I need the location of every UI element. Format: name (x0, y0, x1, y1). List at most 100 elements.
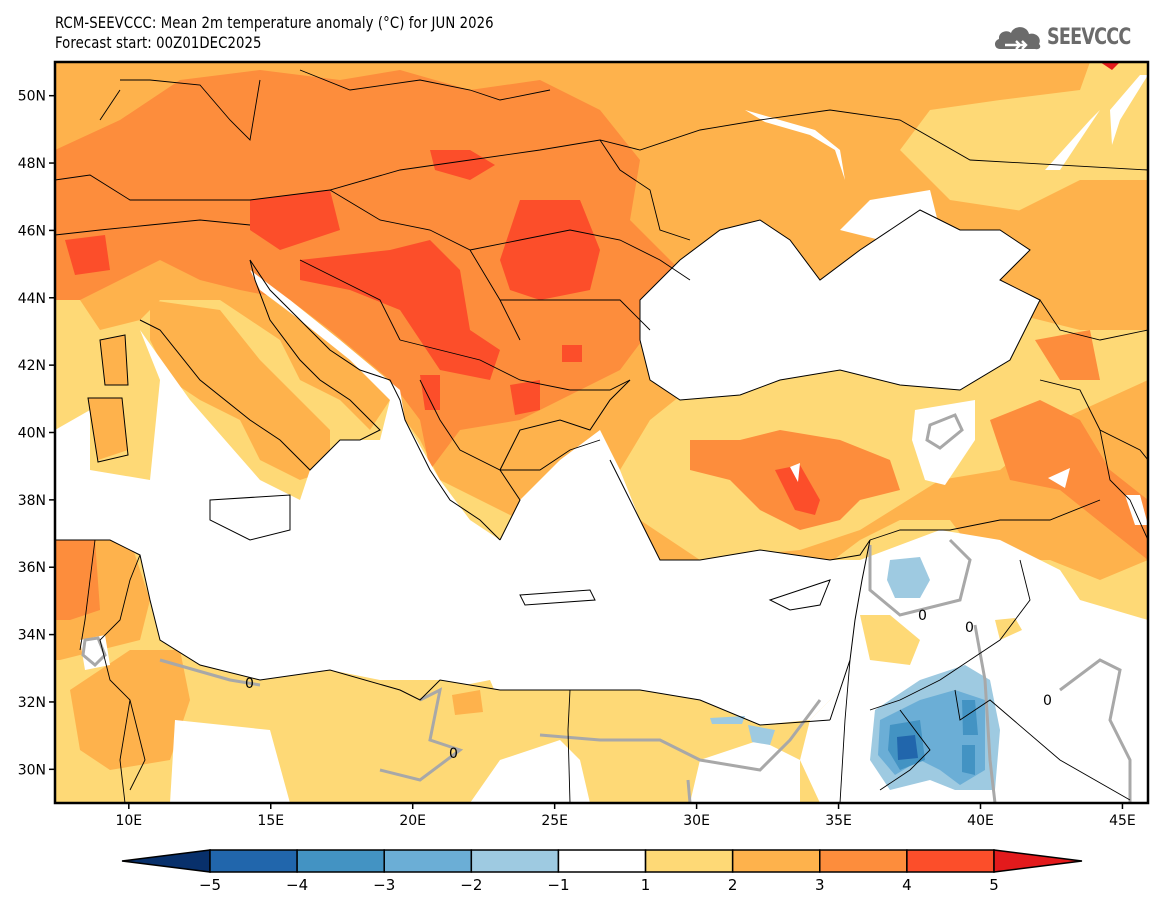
colorbar-label: 4 (902, 876, 912, 894)
zero-contour-egypt (539, 699, 822, 772)
lat-tick-label: 40N (18, 426, 46, 442)
zero-contour-egypt-b (686, 779, 692, 803)
colorbar-label: 2 (728, 876, 738, 894)
field-level-3-turkey-east (990, 400, 1148, 560)
field-level-minus3-jordan-b (962, 700, 978, 735)
lon-tick-label: 45E (1109, 813, 1136, 829)
country-borders (55, 69, 1148, 803)
colorbar-bin (644, 849, 734, 873)
zero-contours (81, 413, 1132, 803)
lon-tick-label: 30E (683, 813, 710, 829)
lat-tick-label: 46N (18, 223, 46, 239)
white-spot-anatolia (790, 463, 800, 482)
border (1039, 299, 1148, 341)
colorbar-label: 1 (641, 876, 651, 894)
border (79, 539, 96, 651)
colorbar-label: −2 (460, 876, 482, 894)
field-level-4-albania (420, 375, 440, 410)
zero-contour-levant (868, 538, 972, 617)
lat-tick-label: 48N (18, 156, 46, 172)
zero-contour-libya (379, 687, 464, 782)
coastline-corsica (99, 334, 129, 386)
field-level-4-thrace (510, 380, 540, 415)
border (99, 89, 121, 121)
contour-label: 0 (449, 746, 458, 762)
field-level-4-balkans (300, 240, 500, 380)
coastline-adriatic-east (249, 259, 501, 541)
border (869, 499, 1101, 541)
zero-contour-syria (973, 624, 997, 803)
map-field: 0 0 0 0 0 (55, 62, 1148, 803)
field-near-zero-libya-c (170, 720, 290, 803)
river-streak-b (1045, 110, 1100, 170)
logo-text: SEEVCCC (1046, 24, 1131, 50)
field-level-4-hungary (430, 150, 495, 180)
colorbar-label: −1 (547, 876, 569, 894)
colorbar-bin (819, 849, 908, 873)
zero-contour-turkey (925, 413, 964, 450)
contour-label: 0 (245, 676, 254, 692)
lat-tick-label: 50N (18, 89, 46, 105)
border (329, 189, 521, 341)
border (839, 659, 851, 803)
sea-azov (840, 190, 940, 245)
field-level-2-libya (70, 650, 190, 770)
field-near-zero-tunisia (80, 635, 110, 670)
field-level-4-anatolia (775, 465, 820, 515)
white-spot-east-turkey (1048, 468, 1070, 488)
seevccc-logo: SEEVCCC (992, 22, 1151, 52)
field-level-minus1-syria (887, 557, 930, 598)
colorbar-label: 3 (815, 876, 825, 894)
border (879, 709, 931, 791)
border (99, 554, 146, 791)
contour-label: 0 (918, 608, 927, 624)
field-level-3-algeria (55, 540, 100, 620)
field-level-1-lebanon (860, 615, 920, 665)
field-level-minus4-jordan (897, 735, 918, 760)
latitude-axis: 30N 32N 34N 36N 38N 40N 42N 44N 46N 48N 50N (18, 89, 55, 778)
field-level-minus1-egypt-coast (710, 716, 745, 724)
sea-mediterranean (55, 270, 860, 725)
colorbar-arrow-low (121, 849, 211, 873)
cloud-icon (994, 27, 1040, 50)
coastline-turkey-south (609, 459, 871, 561)
lat-tick-label: 36N (18, 560, 46, 576)
lon-tick-label: 10E (115, 813, 142, 829)
coastline-crete (519, 589, 596, 606)
field-level-minus1-nile (748, 725, 775, 745)
field-level-4-bulgaria-spot (562, 345, 582, 362)
border (469, 229, 691, 281)
coastline-italy (139, 259, 381, 471)
field-level-1-egypt (585, 735, 670, 803)
lat-tick-label: 34N (18, 628, 46, 644)
coastlines (55, 209, 1041, 726)
coastline-greece (499, 379, 631, 541)
lon-tick-label: 20E (399, 813, 426, 829)
field-level-minus3-jordan-c (962, 745, 975, 775)
border (1099, 429, 1148, 541)
colorbar-bin (557, 849, 647, 873)
border (119, 699, 131, 803)
colorbar-bin (296, 849, 385, 873)
lat-tick-label: 30N (18, 762, 46, 778)
lon-tick-label: 25E (541, 813, 568, 829)
coastline-africa (55, 539, 831, 726)
contour-labels: 0 0 0 0 0 (245, 608, 1052, 762)
longitude-axis: 10E 15E 20E 25E 30E 35E 40E 45E (115, 803, 1136, 829)
sea-black (640, 210, 1040, 400)
contour-label: 0 (1043, 693, 1052, 709)
field-level-2-corsica (100, 335, 128, 385)
chart-title: RCM-SEEVCCC: Mean 2m temperature anomaly… (55, 13, 494, 53)
coastline-sicily (209, 494, 291, 541)
colorbar-label: −4 (286, 876, 308, 894)
border (954, 689, 1131, 801)
colorbar-bin (731, 849, 821, 873)
border (120, 79, 261, 141)
colorbar-bin (470, 849, 560, 873)
lat-tick-label: 44N (18, 291, 46, 307)
coastline-cyprus (768, 579, 831, 611)
river-streak-c (1110, 75, 1148, 145)
lon-tick-label: 15E (257, 813, 284, 829)
border (869, 559, 1031, 711)
